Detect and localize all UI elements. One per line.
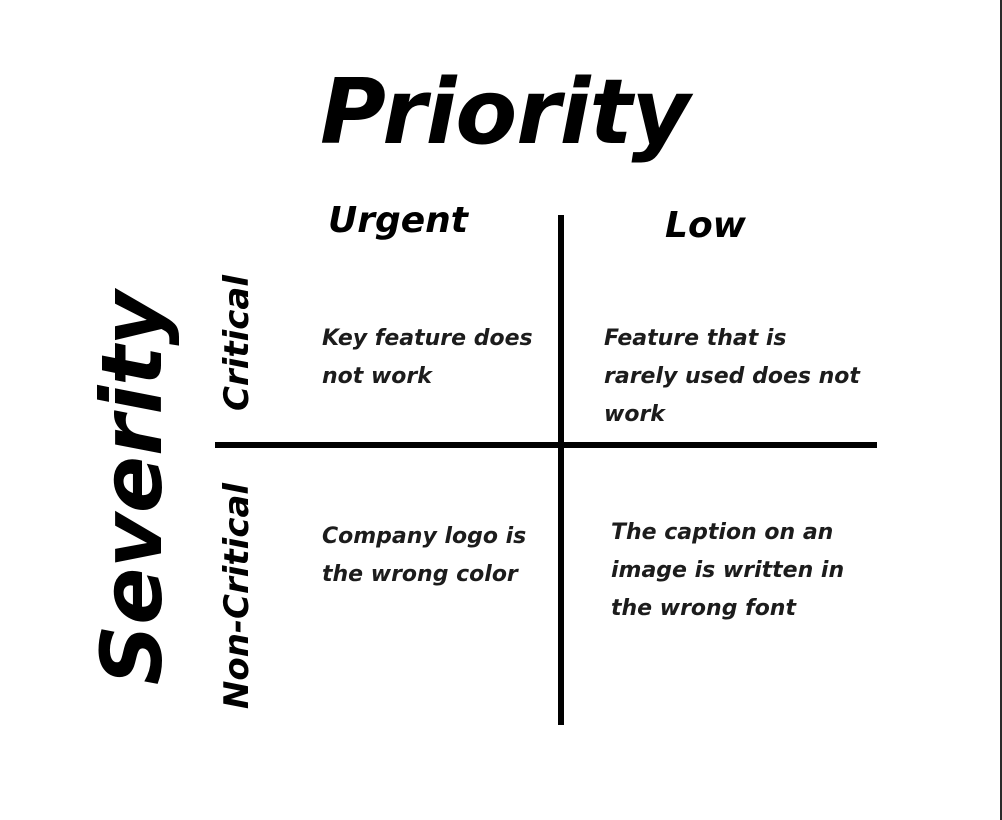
cell-low-non-critical: The caption on an image is written in th… [611,520,845,621]
side-axis-title: Severity [83,290,181,686]
right-border [1000,0,1002,820]
horizontal-divider [215,442,877,448]
cell-urgent-non-critical: Company logo is the wrong color [322,524,527,587]
cell-urgent-critical: Key feature does not work [322,326,533,389]
vertical-divider [558,215,564,725]
column-label-urgent: Urgent [328,200,469,241]
cell-low-critical: Feature that is rarely used does not wor… [604,326,860,427]
row-label-non-critical: Non-Critical [217,482,257,710]
matrix-title: Priority [320,60,690,165]
row-label-critical: Critical [217,274,257,412]
column-label-low: Low [665,205,746,246]
